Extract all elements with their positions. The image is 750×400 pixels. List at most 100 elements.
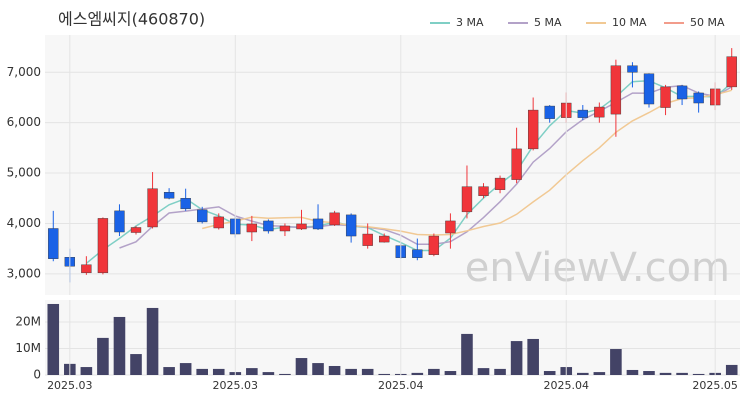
volume-bar: [477, 368, 490, 375]
volume-bar: [345, 368, 357, 375]
volume-bar: [361, 368, 374, 375]
volume-bar: [593, 372, 606, 375]
legend-label: 10 MA: [612, 16, 647, 29]
volume-bar: [163, 367, 175, 375]
volume-bar: [97, 337, 109, 375]
candle-body: [345, 214, 357, 237]
candle-body: [643, 73, 655, 105]
volume-bar: [692, 373, 705, 375]
volume-bar: [643, 371, 655, 375]
candle-body: [445, 220, 456, 234]
volume-bar: [113, 316, 126, 375]
volume-bar: [527, 338, 539, 375]
volume-bar: [510, 341, 523, 375]
y-tick-label: 4,000: [7, 216, 41, 230]
volume-bar: [577, 372, 589, 375]
x-tick-label: 2025.03: [47, 379, 93, 392]
y-tick-label: 10M: [15, 341, 41, 355]
candle-body: [362, 233, 373, 246]
volume-bar: [494, 368, 506, 375]
volume-bar: [279, 373, 291, 375]
candle-body: [81, 264, 92, 274]
candle-body: [610, 65, 622, 115]
legend-label: 5 MA: [534, 16, 562, 29]
candle-body: [676, 85, 688, 100]
candle-body: [726, 56, 737, 88]
ma-line: [119, 84, 733, 249]
candle-body: [197, 209, 208, 223]
candle-body: [478, 186, 489, 196]
candle-body: [48, 228, 59, 259]
volume-bar: [626, 369, 639, 375]
candle-body: [527, 109, 539, 150]
volume-bar: [196, 368, 208, 375]
candle-body: [511, 148, 522, 180]
volume-bar: [246, 368, 258, 375]
y-tick-label: 20M: [15, 314, 41, 328]
x-tick-label: 2025.04: [544, 379, 590, 392]
candle-body: [494, 177, 506, 190]
legend-label: 50 MA: [690, 16, 725, 29]
x-tick-label: 2025.03: [213, 379, 259, 392]
candle-body: [97, 218, 109, 274]
y-tick-label: 7,000: [7, 65, 41, 79]
candle-body: [147, 188, 158, 228]
volume-bar: [444, 371, 457, 375]
volume-bar: [328, 365, 341, 375]
candle-body: [461, 186, 473, 213]
candle-body: [379, 235, 390, 243]
candle-body: [163, 192, 175, 199]
x-tick-label: 2025.04: [378, 379, 424, 392]
volume-bar: [676, 372, 688, 375]
volume-bar: [378, 373, 391, 375]
volume-bar: [47, 303, 60, 375]
candle-body: [693, 92, 704, 104]
candle-body: [412, 249, 423, 258]
candle-body: [577, 109, 588, 118]
y-tick-label: 3,000: [7, 266, 41, 280]
candle-body: [263, 220, 274, 232]
chart-title: 에스엠씨지(460870): [58, 10, 205, 29]
legend-label: 3 MA: [456, 16, 484, 29]
volume-bar: [428, 368, 440, 375]
candle-body: [312, 218, 324, 230]
candle-body: [594, 106, 605, 118]
y-tick-label: 6,000: [7, 115, 41, 129]
candle-body: [544, 105, 555, 119]
volume-bar: [179, 363, 192, 375]
candle-body: [114, 210, 125, 233]
volume-plot-bg: [45, 300, 740, 375]
candle-body: [627, 65, 638, 73]
y-tick-label: 0: [33, 368, 41, 382]
candle-body: [428, 235, 440, 255]
volume-bar: [411, 372, 424, 375]
candle-body: [180, 198, 191, 210]
ma-line: [85, 79, 733, 264]
candle-body: [329, 212, 340, 226]
candle-body: [130, 227, 142, 233]
y-tick-label: 5,000: [7, 166, 41, 180]
candle-body: [246, 223, 258, 233]
volume-bar: [659, 372, 672, 375]
volume-bar: [295, 358, 308, 375]
volume-bar: [312, 363, 324, 375]
volume-bar: [543, 371, 556, 375]
volume-bar: [725, 364, 738, 375]
volume-bar: [130, 354, 142, 375]
candle-body: [213, 216, 224, 229]
x-tick-label: 2025.05: [692, 379, 738, 392]
candle-body: [660, 86, 671, 108]
volume-bar: [461, 333, 473, 375]
ma-line: [202, 89, 732, 236]
candle-body: [279, 225, 291, 232]
volume-bar: [610, 349, 622, 375]
volume-bar: [146, 307, 159, 375]
volume-bar: [212, 368, 225, 375]
volume-bar: [262, 372, 275, 375]
candle-body: [296, 223, 307, 230]
watermark: enViewV.com: [465, 245, 730, 291]
price-plot-bg: [45, 35, 740, 295]
volume-bar: [80, 367, 93, 375]
